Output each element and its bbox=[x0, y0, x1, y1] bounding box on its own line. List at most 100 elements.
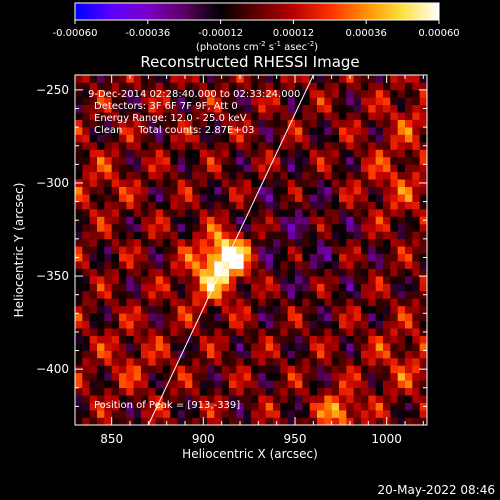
heatmap-cell bbox=[155, 201, 164, 210]
heatmap-cell bbox=[82, 134, 90, 143]
heatmap-cell bbox=[199, 335, 208, 344]
heatmap-cell bbox=[199, 328, 208, 336]
heatmap-cell bbox=[126, 82, 134, 91]
heatmap-cell bbox=[141, 216, 149, 225]
heatmap-cell bbox=[412, 335, 420, 344]
heatmap-cell bbox=[273, 261, 281, 269]
heatmap-cell bbox=[229, 149, 237, 158]
heatmap-cell bbox=[273, 365, 281, 374]
colorbar-tick-label: -0.00036 bbox=[125, 28, 170, 39]
heatmap-cell bbox=[97, 305, 105, 314]
heatmap-cell bbox=[331, 209, 340, 217]
heatmap-cell bbox=[221, 201, 230, 210]
heatmap-cell bbox=[155, 89, 164, 98]
heatmap-cell bbox=[170, 134, 178, 143]
heatmap-cell bbox=[361, 186, 369, 195]
heatmap-cell bbox=[265, 194, 274, 202]
heatmap-cell bbox=[119, 134, 127, 143]
heatmap-cell bbox=[353, 156, 362, 165]
heatmap-cell bbox=[104, 335, 112, 344]
heatmap-cell bbox=[104, 320, 112, 329]
plot-title: Reconstructed RHESSI Image bbox=[140, 53, 359, 71]
heatmap-cell bbox=[390, 320, 398, 329]
heatmap-cell bbox=[155, 112, 164, 120]
heatmap-cell bbox=[163, 164, 171, 173]
colorbar-tick-label: 0.00012 bbox=[273, 28, 314, 39]
heatmap-cell bbox=[368, 313, 376, 322]
heatmap-cell bbox=[361, 246, 369, 255]
heatmap-cell bbox=[331, 350, 340, 359]
heatmap-cell bbox=[75, 268, 83, 277]
heatmap-cell bbox=[324, 357, 332, 366]
annotation-detectors: Detectors: 3F 6F 7F 9F, Att 0 bbox=[94, 101, 238, 112]
heatmap-cell bbox=[192, 350, 200, 359]
heatmap-cell bbox=[331, 328, 340, 336]
heatmap-cell bbox=[75, 357, 83, 366]
y-tick-label: −250 bbox=[36, 83, 69, 97]
heatmap-cell bbox=[170, 171, 178, 180]
heatmap-cell bbox=[375, 97, 384, 106]
heatmap-cell bbox=[89, 223, 98, 232]
heatmap-cell bbox=[302, 142, 310, 150]
heatmap-cell bbox=[405, 290, 413, 299]
heatmap-cell bbox=[199, 97, 208, 106]
heatmap-cell bbox=[89, 313, 98, 322]
heatmap-cell bbox=[324, 238, 332, 247]
heatmap-cell bbox=[361, 343, 369, 351]
heatmap-cell bbox=[353, 149, 362, 158]
heatmap-cell bbox=[243, 171, 252, 180]
heatmap-cell bbox=[141, 253, 149, 262]
heatmap-cell bbox=[258, 402, 266, 411]
heatmap-cell bbox=[133, 246, 142, 255]
heatmap-cell bbox=[251, 402, 259, 411]
heatmap-cell bbox=[207, 194, 215, 202]
heatmap-cell bbox=[89, 387, 98, 396]
heatmap-cell bbox=[221, 149, 230, 158]
heatmap-cell bbox=[199, 380, 208, 389]
heatmap-cell bbox=[317, 290, 325, 299]
heatmap-cell bbox=[82, 320, 90, 329]
heatmap-cell bbox=[375, 231, 384, 240]
x-axis-title: Heliocentric X (arcsec) bbox=[182, 447, 318, 461]
heatmap-cell bbox=[75, 223, 83, 232]
heatmap-cell bbox=[324, 112, 332, 120]
heatmap-cell bbox=[177, 410, 186, 418]
heatmap-cell bbox=[141, 343, 149, 351]
heatmap-cell bbox=[126, 209, 134, 217]
heatmap-cell bbox=[412, 156, 420, 165]
heatmap-cell bbox=[82, 223, 90, 232]
heatmap-cell bbox=[141, 194, 149, 202]
heatmap-cell bbox=[199, 261, 208, 269]
heatmap-cell bbox=[258, 223, 266, 232]
heatmap-cell bbox=[192, 112, 200, 120]
heatmap-cell bbox=[419, 268, 427, 277]
heatmap-cell bbox=[375, 171, 384, 180]
heatmap-cell bbox=[375, 290, 384, 299]
heatmap-cell bbox=[273, 402, 281, 411]
heatmap-cell bbox=[192, 179, 200, 188]
heatmap-cell bbox=[192, 410, 200, 418]
heatmap-cell bbox=[163, 119, 171, 128]
heatmap-cell bbox=[133, 119, 142, 128]
heatmap-cell bbox=[302, 112, 310, 120]
heatmap-cell bbox=[273, 171, 281, 180]
heatmap-cell bbox=[346, 268, 354, 277]
heatmap-cell bbox=[82, 387, 90, 396]
heatmap-cell bbox=[419, 350, 427, 359]
heatmap-cell bbox=[390, 357, 398, 366]
heatmap-cell bbox=[309, 276, 318, 284]
heatmap-cell bbox=[89, 276, 98, 284]
heatmap-cell bbox=[155, 119, 164, 128]
heatmap-cell bbox=[133, 417, 142, 425]
heatmap-cell bbox=[353, 395, 362, 403]
heatmap-cell bbox=[119, 417, 127, 425]
heatmap-cell bbox=[236, 305, 244, 314]
heatmap-cell bbox=[97, 343, 105, 351]
heatmap-cell bbox=[317, 119, 325, 128]
heatmap-cell bbox=[339, 253, 347, 262]
heatmap-cell bbox=[229, 134, 237, 143]
heatmap-cell bbox=[368, 223, 376, 232]
heatmap-cell bbox=[390, 134, 398, 143]
heatmap-cell bbox=[346, 216, 354, 225]
heatmap-cell bbox=[339, 357, 347, 366]
